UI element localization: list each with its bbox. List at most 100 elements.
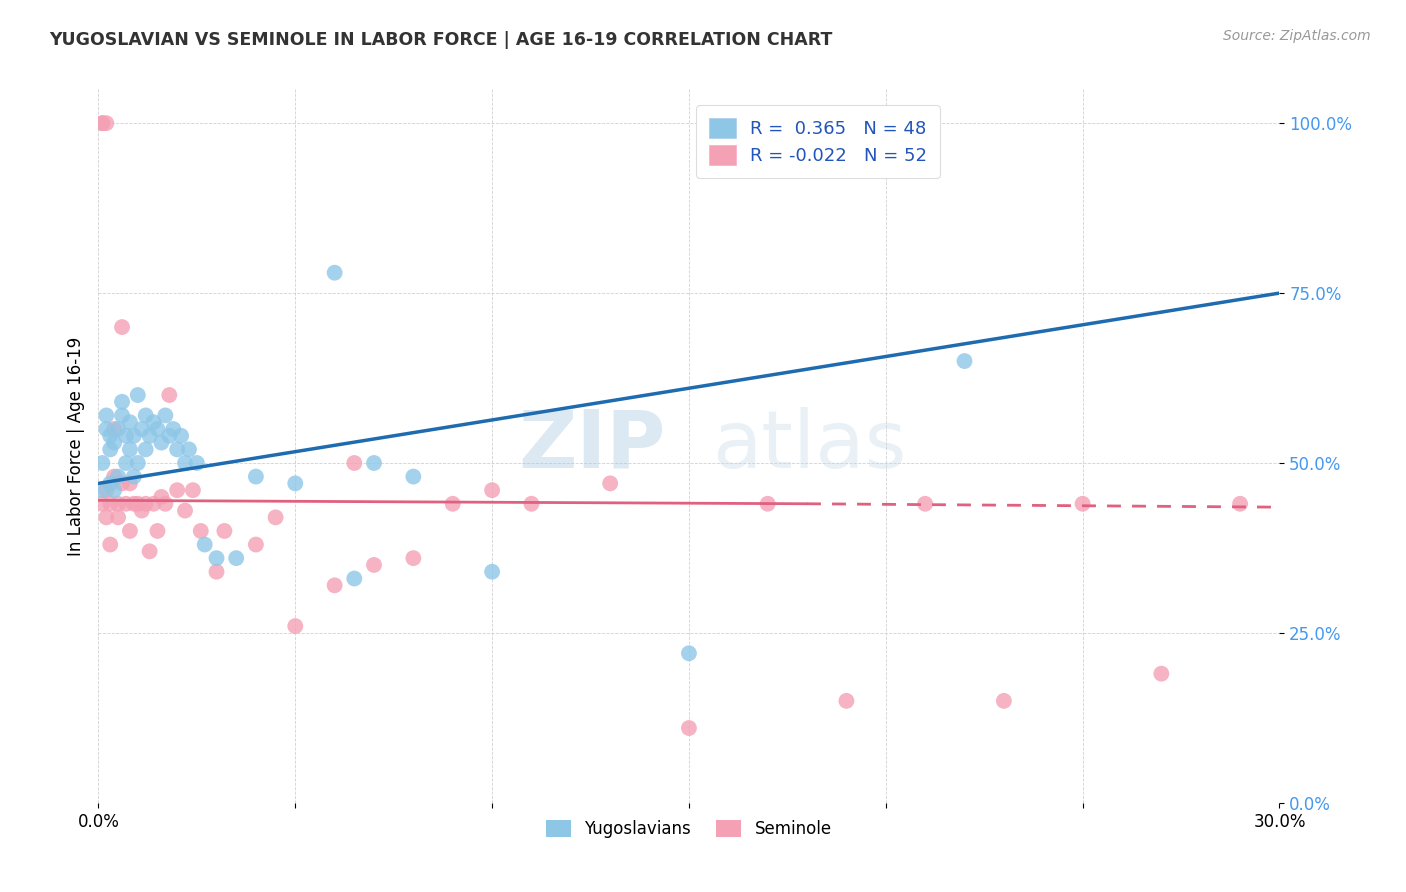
Point bbox=[96, 510, 118, 524]
Point bbox=[520, 497, 543, 511]
Point bbox=[343, 572, 366, 586]
Text: YUGOSLAVIAN VS SEMINOLE IN LABOR FORCE | AGE 16-19 CORRELATION CHART: YUGOSLAVIAN VS SEMINOLE IN LABOR FORCE |… bbox=[49, 31, 832, 49]
Point bbox=[135, 497, 157, 511]
Point bbox=[170, 429, 193, 443]
Point bbox=[115, 456, 138, 470]
Point bbox=[98, 429, 121, 443]
Point bbox=[91, 456, 114, 470]
Point bbox=[190, 524, 212, 538]
Point bbox=[131, 503, 153, 517]
Point bbox=[481, 565, 503, 579]
Point bbox=[107, 469, 129, 483]
Point bbox=[177, 442, 200, 457]
Point bbox=[402, 551, 425, 566]
Point bbox=[835, 694, 858, 708]
Point bbox=[115, 429, 138, 443]
Point bbox=[131, 422, 153, 436]
Point bbox=[441, 497, 464, 511]
Point bbox=[214, 524, 236, 538]
Text: ZIP: ZIP bbox=[517, 407, 665, 485]
Point bbox=[284, 476, 307, 491]
Point bbox=[122, 497, 145, 511]
Point bbox=[1150, 666, 1173, 681]
Point bbox=[157, 429, 180, 443]
Point bbox=[98, 497, 121, 511]
Point bbox=[993, 694, 1015, 708]
Point bbox=[107, 510, 129, 524]
Point bbox=[127, 456, 149, 470]
Point bbox=[155, 409, 177, 423]
Point bbox=[166, 483, 188, 498]
Point bbox=[181, 483, 204, 498]
Point bbox=[402, 469, 425, 483]
Point bbox=[481, 483, 503, 498]
Point bbox=[122, 429, 145, 443]
Point bbox=[1071, 497, 1094, 511]
Point bbox=[103, 435, 125, 450]
Point bbox=[96, 409, 118, 423]
Point bbox=[98, 442, 121, 457]
Point bbox=[174, 456, 197, 470]
Point bbox=[142, 415, 165, 429]
Point bbox=[678, 646, 700, 660]
Point bbox=[127, 497, 149, 511]
Point bbox=[122, 469, 145, 483]
Point bbox=[96, 422, 118, 436]
Point bbox=[245, 469, 267, 483]
Point bbox=[103, 469, 125, 483]
Point bbox=[135, 409, 157, 423]
Point bbox=[186, 456, 208, 470]
Legend: Yugoslavians, Seminole: Yugoslavians, Seminole bbox=[540, 813, 838, 845]
Point bbox=[363, 456, 385, 470]
Point bbox=[205, 551, 228, 566]
Text: Source: ZipAtlas.com: Source: ZipAtlas.com bbox=[1223, 29, 1371, 43]
Point bbox=[174, 503, 197, 517]
Point bbox=[111, 320, 134, 334]
Point bbox=[107, 422, 129, 436]
Point bbox=[135, 442, 157, 457]
Point bbox=[111, 394, 134, 409]
Point bbox=[157, 388, 180, 402]
Point bbox=[363, 558, 385, 572]
Point bbox=[91, 497, 114, 511]
Point bbox=[103, 483, 125, 498]
Point bbox=[343, 456, 366, 470]
Point bbox=[91, 116, 114, 130]
Point bbox=[194, 537, 217, 551]
Point bbox=[150, 435, 173, 450]
Point bbox=[323, 266, 346, 280]
Point bbox=[162, 422, 184, 436]
Point bbox=[599, 476, 621, 491]
Point bbox=[678, 721, 700, 735]
Point bbox=[98, 476, 121, 491]
Point bbox=[205, 565, 228, 579]
Point bbox=[142, 497, 165, 511]
Point bbox=[118, 415, 141, 429]
Point bbox=[166, 442, 188, 457]
Y-axis label: In Labor Force | Age 16-19: In Labor Force | Age 16-19 bbox=[66, 336, 84, 556]
Point bbox=[150, 490, 173, 504]
Point bbox=[96, 116, 118, 130]
Point bbox=[953, 354, 976, 368]
Point bbox=[245, 537, 267, 551]
Point bbox=[146, 422, 169, 436]
Point bbox=[155, 497, 177, 511]
Point bbox=[118, 442, 141, 457]
Point bbox=[115, 497, 138, 511]
Point bbox=[111, 409, 134, 423]
Point bbox=[138, 429, 160, 443]
Point bbox=[284, 619, 307, 633]
Point bbox=[138, 544, 160, 558]
Point bbox=[323, 578, 346, 592]
Point bbox=[127, 388, 149, 402]
Point bbox=[91, 116, 114, 130]
Point bbox=[118, 524, 141, 538]
Point bbox=[91, 483, 114, 498]
Point bbox=[107, 497, 129, 511]
Point bbox=[264, 510, 287, 524]
Point bbox=[1229, 497, 1251, 511]
Point bbox=[96, 483, 118, 498]
Point bbox=[98, 537, 121, 551]
Point bbox=[103, 422, 125, 436]
Text: atlas: atlas bbox=[713, 407, 907, 485]
